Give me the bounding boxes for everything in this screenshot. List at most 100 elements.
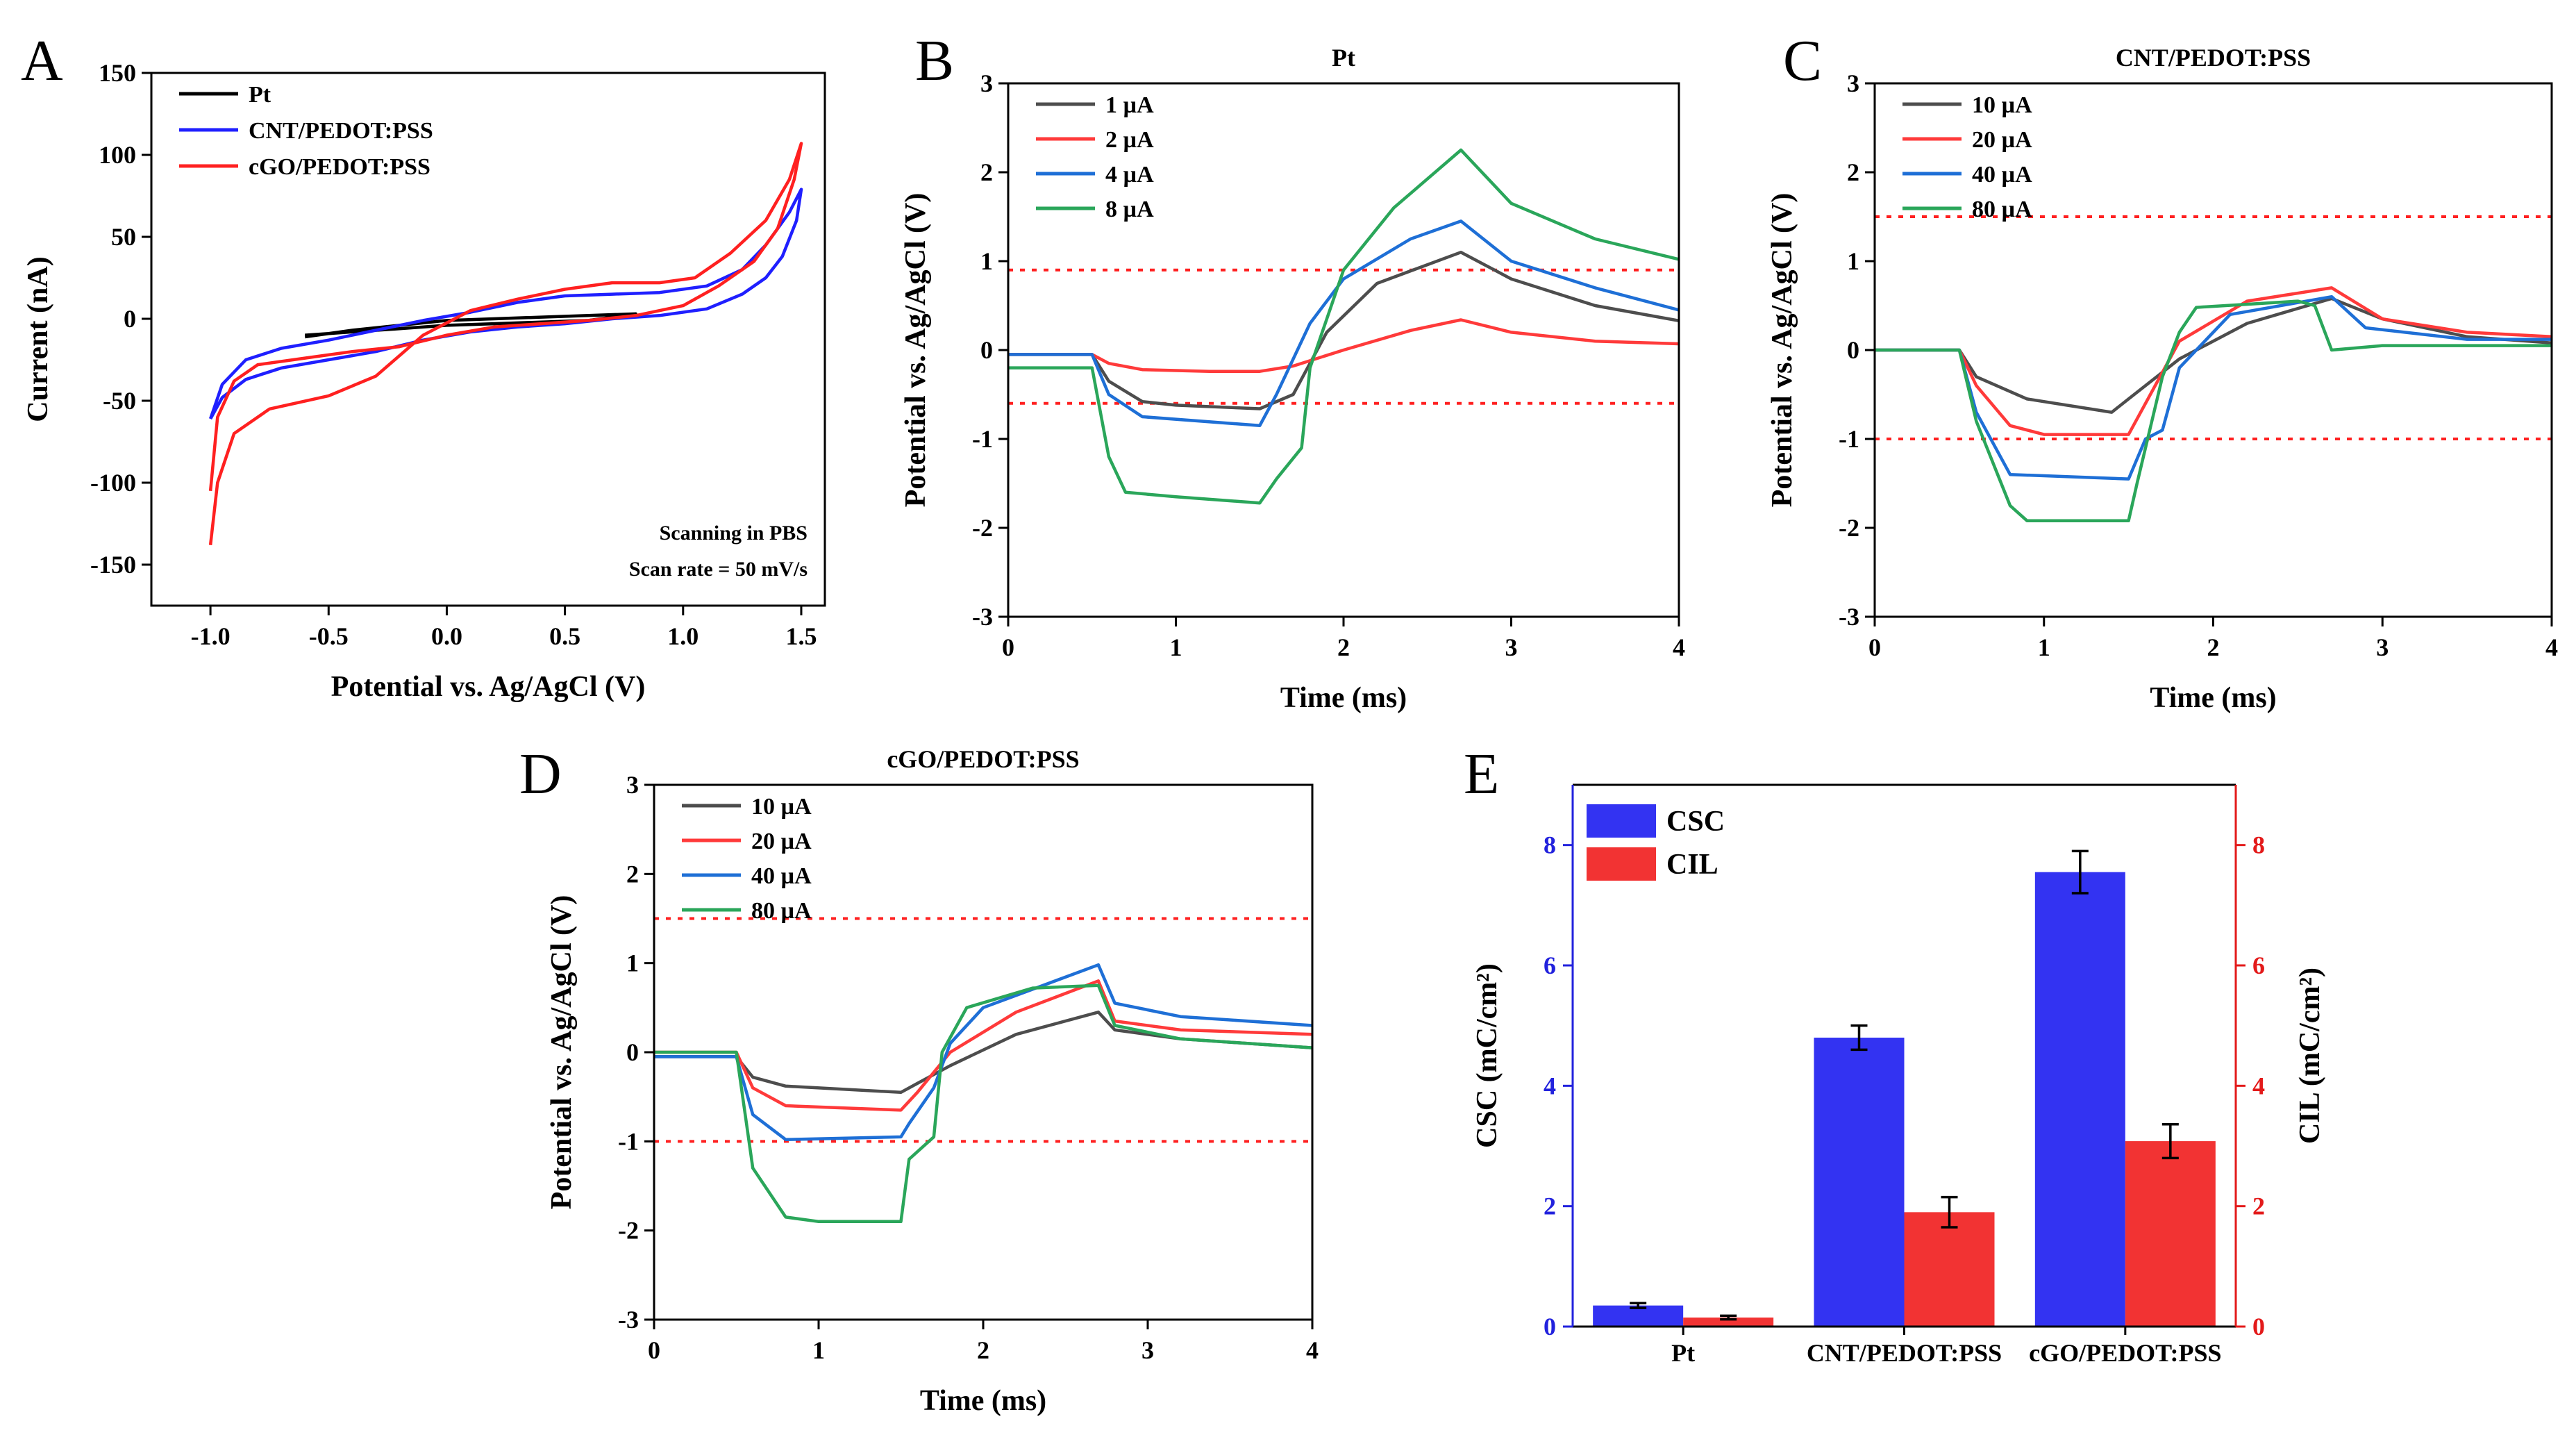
- category-label: cGO/PEDOT:PSS: [2029, 1339, 2221, 1367]
- error-bar: [1941, 1195, 1958, 1229]
- chart-title: Pt: [1332, 44, 1355, 72]
- y-tick-label: 3: [980, 69, 993, 97]
- bar-cil-2: [2125, 1141, 2216, 1327]
- y-tick-label: 2: [1544, 1193, 1556, 1220]
- x-tick-label: 0.5: [549, 622, 580, 650]
- x-tick-label: 0: [1868, 633, 1881, 661]
- x-tick-label: -1.0: [191, 622, 231, 650]
- series-line-0: [304, 312, 637, 339]
- y-tick-label: 4: [1544, 1072, 1556, 1099]
- bar-csc-2: [2034, 872, 2125, 1327]
- y-tick-label: -1: [618, 1127, 639, 1155]
- x-tick-label: 4: [2545, 633, 2558, 661]
- x-axis-label: Time (ms): [920, 1385, 1046, 1417]
- legend-label: CIL: [1666, 849, 1718, 881]
- y-tick-label: -2: [972, 514, 993, 542]
- x-tick-label: 0: [648, 1336, 660, 1364]
- y-axis-label: Current (nA): [22, 256, 54, 422]
- category-label: Pt: [1671, 1339, 1695, 1367]
- panel-label: A: [21, 28, 63, 93]
- y-tick-label: -2: [1839, 514, 1859, 542]
- y-tick-label: 3: [626, 771, 639, 799]
- x-axis-label: Potential vs. Ag/AgCl (V): [331, 671, 646, 703]
- legend-label: Pt: [249, 82, 271, 108]
- legend-label: cGO/PEDOT:PSS: [249, 154, 430, 180]
- error-bar: [1630, 1302, 1647, 1309]
- y-axis-label: Potential vs. Ag/AgCl (V): [900, 193, 932, 508]
- legend-label: 80 µA: [751, 898, 812, 924]
- legend-label: 8 µA: [1105, 197, 1154, 222]
- y-tick-label: 0: [1847, 336, 1859, 364]
- y2-tick-label: 8: [2252, 831, 2265, 859]
- series-line-3: [1008, 148, 1680, 505]
- x-tick-label: 1: [2038, 633, 2050, 661]
- bar-cil-1: [1904, 1212, 1995, 1327]
- legend-swatch: [1587, 847, 1656, 881]
- y-tick-label: -1: [1839, 425, 1859, 453]
- plot-frame: [150, 72, 826, 607]
- panel-C: C CNT/PEDOT:PSS 0 1 2 3 4 -3 -2 -1 0 1 2 3 Time (ms) Po…: [1766, 28, 2558, 714]
- y-tick-label: 50: [111, 223, 136, 251]
- y-tick-label: 2: [980, 158, 993, 186]
- series-line-0: [1875, 297, 2552, 414]
- x-tick-label: 1: [812, 1336, 825, 1364]
- y-tick-label: -2: [618, 1217, 639, 1245]
- y-axis-label: Potential vs. Ag/AgCl (V): [546, 895, 578, 1210]
- y-tick-label: 8: [1544, 831, 1556, 859]
- x-tick-label: 3: [1141, 1336, 1154, 1364]
- y-axis-label: Potential vs. Ag/AgCl (V): [1766, 193, 1798, 508]
- y-tick-label: 0: [980, 336, 993, 364]
- panel-label: E: [1464, 742, 1499, 806]
- y-tick-label: 1: [980, 247, 993, 275]
- legend-label: 2 µA: [1105, 127, 1154, 153]
- panel-B: B Pt 0 1 2 3 4 -3 -2 -1 0 1 2 3 Time (ms) Potential vs.…: [900, 28, 1685, 714]
- category-label: CNT/PEDOT:PSS: [1807, 1339, 2002, 1367]
- series-line-0: [654, 1011, 1313, 1095]
- y2-tick-label: 0: [2252, 1313, 2265, 1340]
- panel-label: B: [915, 28, 954, 93]
- x-axis-label: Time (ms): [2150, 682, 2276, 714]
- legend-label: 40 µA: [1972, 162, 2032, 188]
- y2-tick-label: 6: [2252, 952, 2265, 979]
- y-tick-label: 100: [99, 141, 136, 169]
- y-tick-label: 1: [626, 949, 639, 977]
- y-tick-label: -1: [972, 425, 993, 453]
- x-tick-label: 1: [1170, 633, 1182, 661]
- panel-label: C: [1783, 28, 1822, 93]
- panel-label: D: [519, 742, 562, 806]
- y-tick-label: -50: [103, 387, 136, 415]
- annotation: Scanning in PBS: [660, 522, 808, 545]
- y-tick-label: 3: [1847, 69, 1859, 97]
- y-tick-label: 0: [626, 1038, 639, 1066]
- legend-swatch: [1587, 804, 1656, 838]
- error-bar: [2071, 849, 2089, 895]
- y2-tick-label: 4: [2252, 1072, 2265, 1099]
- legend-label: 40 µA: [751, 863, 812, 889]
- panel-E: E Pt CNT/PEDOT:PSS cGO/PEDOT:PSS 0 2 4 6 8 0 2 4 6 8 C…: [1464, 742, 2326, 1367]
- series-line-2: [1008, 219, 1680, 428]
- legend-label: 1 µA: [1105, 92, 1154, 118]
- y-tick-label: 150: [99, 59, 136, 87]
- y-tick-label: -3: [618, 1306, 639, 1334]
- y-tick-label: -3: [1839, 603, 1859, 631]
- y2-tick-label: 2: [2252, 1193, 2265, 1220]
- legend-label: 10 µA: [751, 794, 812, 820]
- x-tick-label: 0: [1002, 633, 1014, 661]
- series-line-1: [654, 979, 1313, 1112]
- legend-label: CSC: [1666, 806, 1725, 838]
- chart-title: CNT/PEDOT:PSS: [2116, 44, 2311, 72]
- legend-label: CNT/PEDOT:PSS: [249, 118, 433, 144]
- y-tick-label: 1: [1847, 247, 1859, 275]
- x-tick-label: 3: [1505, 633, 1518, 661]
- legend-label: 4 µA: [1105, 162, 1154, 188]
- series-line-3: [1875, 299, 2552, 523]
- y-tick-label: 2: [626, 860, 639, 888]
- x-tick-label: 1.5: [785, 622, 817, 650]
- x-axis-label: Time (ms): [1280, 682, 1407, 714]
- bar-csc-1: [1814, 1038, 1905, 1327]
- error-bar: [1850, 1024, 1868, 1052]
- x-tick-label: 0.0: [431, 622, 462, 650]
- y-tick-label: 0: [124, 305, 136, 333]
- x-tick-label: 2: [2207, 633, 2220, 661]
- legend-label: 20 µA: [1972, 127, 2032, 153]
